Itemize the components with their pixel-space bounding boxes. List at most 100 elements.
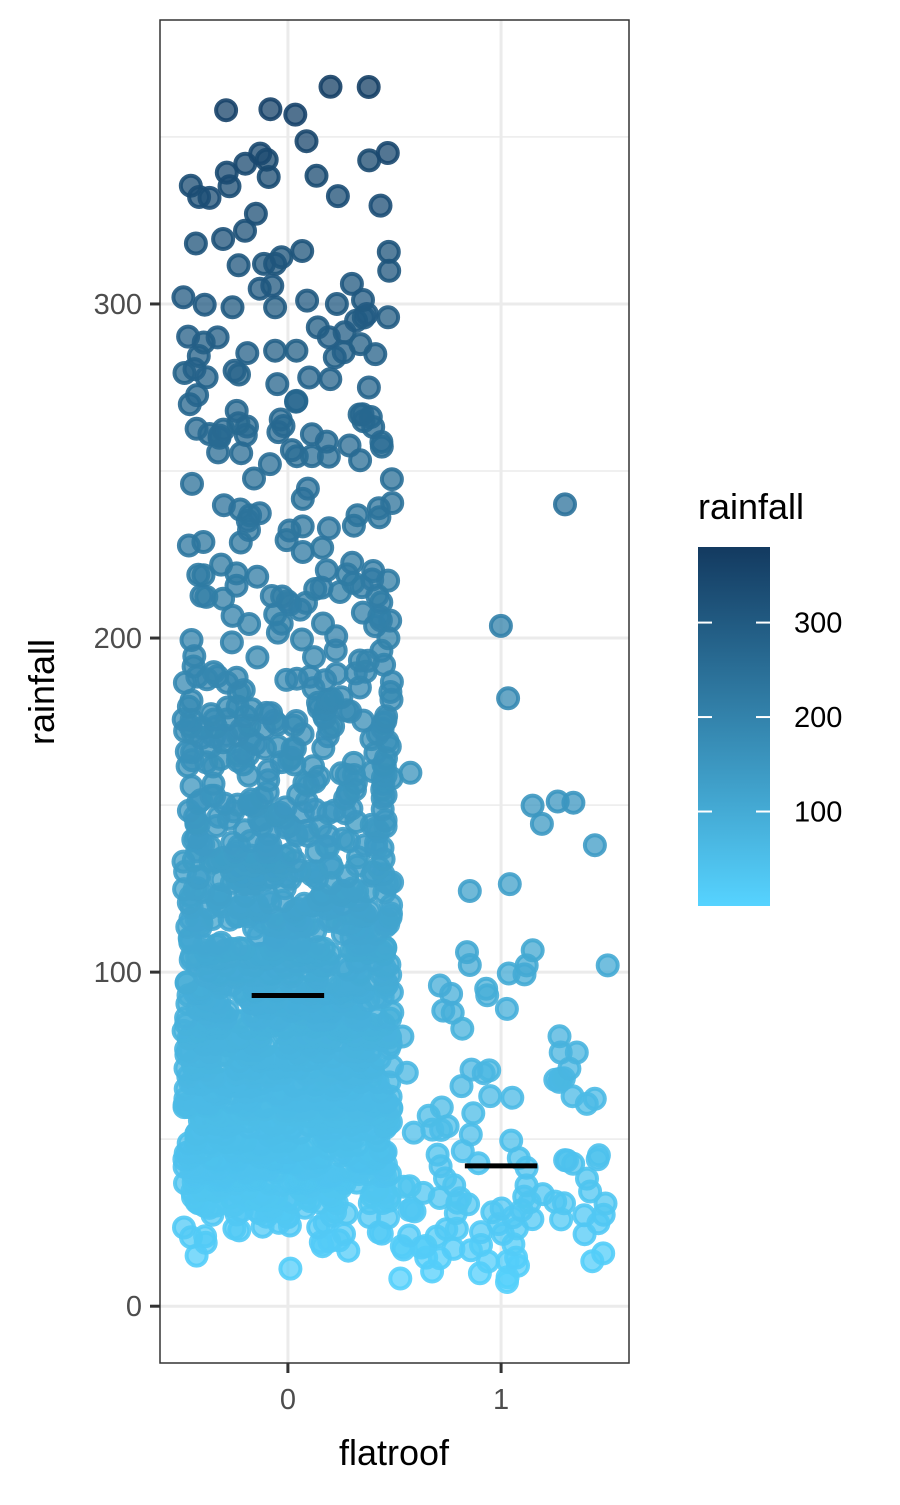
data-point <box>547 1024 572 1049</box>
data-point <box>340 550 365 575</box>
data-point <box>295 288 320 313</box>
data-point <box>268 407 293 432</box>
data-point <box>284 709 309 733</box>
data-point <box>295 476 320 501</box>
y-tick-label: 200 <box>94 623 142 655</box>
x-tick-label: 1 <box>493 1384 509 1416</box>
data-point <box>351 288 375 312</box>
data-point <box>186 562 211 587</box>
data-point <box>474 976 499 1001</box>
y-tick-label: 100 <box>94 957 142 989</box>
data-point <box>575 1166 599 1191</box>
data-point <box>425 1142 450 1167</box>
data-point <box>178 173 203 198</box>
data-point <box>572 1203 597 1228</box>
data-point <box>379 467 404 492</box>
data-point <box>350 600 375 625</box>
data-point <box>314 558 339 583</box>
data-point <box>529 811 554 836</box>
data-point <box>179 628 204 652</box>
data-point <box>356 75 381 99</box>
data-point <box>290 627 314 652</box>
data-point <box>189 583 214 608</box>
data-point <box>193 1224 218 1249</box>
data-point <box>183 231 208 256</box>
data-point <box>258 97 283 122</box>
colorbar-tick-label: 300 <box>794 608 842 640</box>
data-point <box>325 184 350 209</box>
data-point <box>243 201 268 226</box>
data-point <box>247 501 272 526</box>
data-point <box>180 471 204 496</box>
data-point <box>235 341 260 366</box>
data-point <box>242 466 266 491</box>
data-point <box>176 324 201 349</box>
data-point <box>494 996 519 1021</box>
data-point <box>171 285 196 310</box>
data-point <box>458 1122 483 1147</box>
data-point <box>265 372 290 397</box>
data-point <box>311 611 335 636</box>
data-point <box>459 1057 484 1082</box>
data-point <box>222 358 247 383</box>
data-point <box>283 102 308 127</box>
data-point <box>290 239 315 263</box>
data-point <box>582 1086 607 1111</box>
data-point <box>220 295 245 320</box>
data-point <box>520 793 545 818</box>
data-point <box>500 1085 525 1110</box>
data-point <box>397 1174 422 1199</box>
median-lines <box>251 993 538 1169</box>
data-point <box>278 1256 303 1281</box>
legend-title: rainfall <box>698 486 804 527</box>
data-point <box>245 645 270 670</box>
x-axis-title: flatroof <box>339 1432 450 1473</box>
data-point <box>376 305 401 330</box>
data-point <box>489 1196 514 1221</box>
data-point <box>332 1222 356 1246</box>
data-point <box>211 227 236 251</box>
data-point <box>478 1084 503 1109</box>
data-point <box>211 493 236 518</box>
data-point <box>388 1266 413 1291</box>
data-point <box>214 160 239 185</box>
data-point <box>209 552 234 577</box>
data-point <box>233 218 257 243</box>
data-point <box>350 402 375 427</box>
data-point <box>192 292 217 317</box>
colorbar <box>698 547 770 906</box>
data-point <box>297 664 322 689</box>
data-point <box>553 492 577 517</box>
data-point <box>457 879 482 903</box>
data-point <box>582 833 607 858</box>
data-point <box>290 514 315 539</box>
data-point <box>224 398 249 423</box>
data-point <box>219 630 244 655</box>
data-point <box>269 245 294 270</box>
data-point <box>302 645 326 670</box>
data-point <box>399 1196 424 1221</box>
data-point <box>294 129 319 154</box>
data-point <box>337 433 362 458</box>
data-point <box>356 375 381 400</box>
colorbar-ticks: 100 200 300 <box>698 608 842 829</box>
data-point <box>257 452 282 477</box>
data-point <box>545 789 570 814</box>
data-point <box>595 953 620 978</box>
colorbar-tick-label: 100 <box>794 797 842 829</box>
data-point <box>329 685 354 710</box>
data-point <box>499 1128 524 1153</box>
data-point <box>586 1143 611 1168</box>
data-point <box>184 416 209 441</box>
data-point <box>279 438 304 463</box>
data-point <box>339 271 364 296</box>
data-point <box>205 325 230 350</box>
data-point <box>427 973 452 998</box>
data-point <box>496 686 521 711</box>
data-point <box>179 774 204 799</box>
data-point <box>214 98 239 123</box>
x-tick-label: 0 <box>280 1384 296 1416</box>
data-point <box>263 338 288 363</box>
data-point <box>209 930 234 955</box>
data-point <box>324 661 349 686</box>
